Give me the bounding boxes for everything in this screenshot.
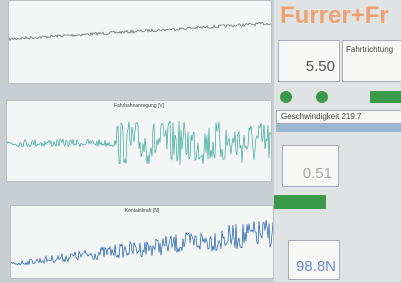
value-box: 98.8N	[288, 240, 340, 280]
waveform-2	[7, 101, 271, 181]
value: 98.8N	[296, 258, 336, 275]
value-box: 5.50	[278, 40, 340, 82]
page: Fahrbahnanregung [V] Kontaktkraft [N] Fu…	[0, 0, 401, 282]
wave	[9, 23, 271, 41]
wave	[11, 220, 273, 265]
button[interactable]	[370, 91, 401, 103]
label-box: Fahrtrichtung	[342, 40, 401, 82]
speed-label: Geschwindigkeit 219.7	[281, 112, 362, 121]
indicator	[280, 91, 292, 103]
value: 0.51	[303, 165, 332, 182]
plot-2: Fahrbahnanregung [V]	[6, 100, 272, 182]
label: Fahrtrichtung	[346, 45, 393, 54]
wave	[7, 121, 271, 166]
button[interactable]	[274, 195, 326, 209]
scale	[276, 124, 401, 132]
speed-bar: Geschwindigkeit 219.7	[276, 110, 401, 124]
waveform-3	[11, 206, 273, 278]
indicator	[316, 91, 328, 103]
value-box: 0.51	[282, 145, 339, 187]
screen: Fahrbahnanregung [V] Kontaktkraft [N] Fu…	[0, 0, 401, 282]
side-panel: Furrer+Fr 5.50 Fahrtrichtung Geschwindig…	[274, 0, 401, 282]
waveform-1	[9, 1, 271, 83]
plot-1	[8, 0, 272, 84]
logo: Furrer+Fr	[280, 2, 389, 30]
value: 5.50	[306, 58, 335, 75]
plot-title: Fahrbahnanregung [V]	[7, 103, 271, 109]
plot-title: Kontaktkraft [N]	[11, 208, 273, 214]
plot-3: Kontaktkraft [N]	[10, 205, 274, 279]
